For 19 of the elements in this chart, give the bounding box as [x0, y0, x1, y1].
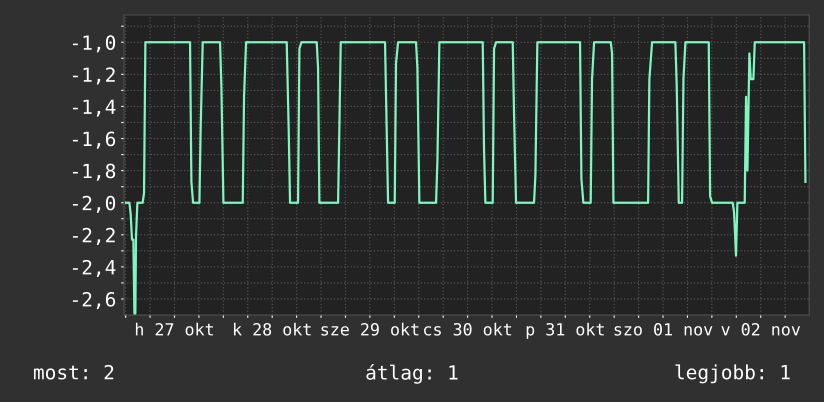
- text: legjobb: 1: [675, 364, 790, 384]
- x-tick-label: szo 01 nov: [614, 323, 712, 336]
- x-tick-label: cs 30 okt: [424, 322, 512, 336]
- y-tick-label: -1,8: [72, 164, 116, 181]
- y-tick-label: -2,0: [72, 196, 116, 213]
- x-tick-label: v 02 nov: [721, 323, 800, 336]
- x-tick-label: sze 29 okt: [321, 322, 418, 336]
- y-tick-label: -1,2: [72, 67, 115, 85]
- y-tick-label: -2,2: [72, 228, 115, 245]
- y-tick-label: -1,6: [72, 132, 116, 149]
- x-tick-label: p 31 okt: [526, 322, 604, 339]
- y-tick-label: -2,4: [72, 260, 116, 278]
- x-tick-label: h 27 okt: [136, 322, 213, 336]
- text: átlag: 1: [366, 364, 458, 384]
- x-tick-label: k 28 okt: [234, 322, 311, 336]
- y-tick-label: -1,4: [72, 100, 116, 117]
- y-tick-label: -2,6: [72, 292, 116, 310]
- y-tick-label: -1,0: [72, 35, 116, 52]
- text: most: 2: [34, 364, 114, 380]
